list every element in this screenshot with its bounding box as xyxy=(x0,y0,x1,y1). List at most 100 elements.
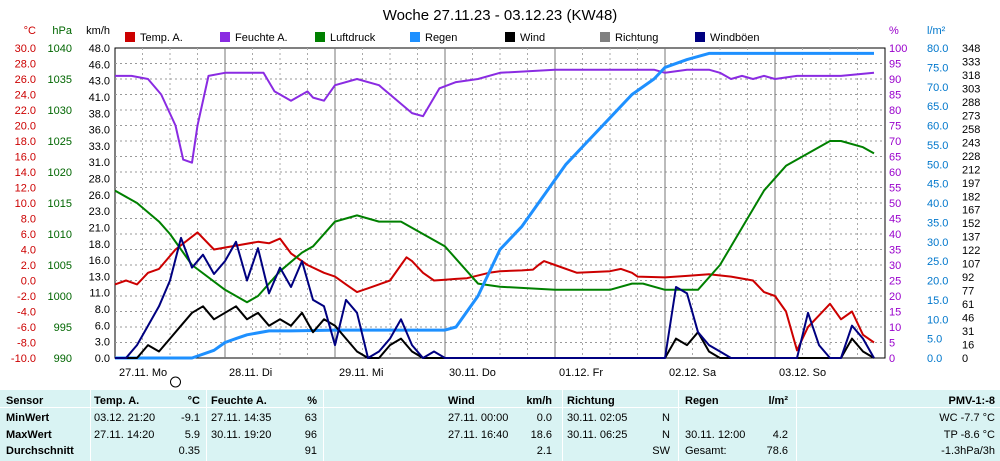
stats-column-divider xyxy=(796,390,797,461)
right-axis-tick: 45 xyxy=(889,214,901,226)
left-axis-tick: 18.0 xyxy=(89,239,110,251)
rain-total-value: 78.6 xyxy=(766,445,788,457)
chart-svg: Woche 27.11.23 - 03.12.23 (KW48) 27.11. M… xyxy=(11,7,980,388)
left-axis-tick: 33.0 xyxy=(89,141,110,153)
legend-swatch xyxy=(600,32,610,42)
time-marker-icon xyxy=(170,376,181,388)
left-axis-tick: 23.0 xyxy=(89,206,110,218)
left-axis-tick: 48.0 xyxy=(89,43,110,55)
right-axis-tick: 167 xyxy=(962,205,980,217)
x-tick-label: 01.12. Fr xyxy=(559,367,603,379)
left-axis-tick: 1035 xyxy=(48,74,72,86)
right-axis-tick: 25 xyxy=(889,276,901,288)
left-axis-tick: 4.0 xyxy=(21,245,36,257)
x-tick-label: 28.11. Di xyxy=(229,367,272,379)
stats-column-divider xyxy=(206,390,207,461)
right-axis-tick: 15 xyxy=(889,307,901,319)
right-axis-tick: 61 xyxy=(962,299,974,311)
humidity-min-value: 63 xyxy=(304,412,317,424)
left-axis-tick: 46.0 xyxy=(89,59,110,71)
left-axis-tick: 41.0 xyxy=(89,92,110,104)
right-axis-tick: 35 xyxy=(889,245,901,257)
temp-header: Temp. A. xyxy=(94,395,140,407)
right-axis-tick: 25.0 xyxy=(927,256,948,268)
legend-swatch xyxy=(695,32,705,42)
right-axis-tick: 65.0 xyxy=(927,101,948,113)
left-axis-tick: 10.0 xyxy=(15,198,36,210)
rain-total-label: Gesamt: xyxy=(685,445,727,457)
left-axis-tick: 16.0 xyxy=(89,255,110,267)
humidity-max-date: 30.11. 19:20 xyxy=(211,429,272,441)
right-axis-tick: 75.0 xyxy=(927,62,948,74)
left-axis-tick: 990 xyxy=(54,353,72,365)
left-axis-tick: 30.0 xyxy=(15,43,36,55)
left-axis-tick: 12.0 xyxy=(15,183,36,195)
left-axis-tick: 14.0 xyxy=(15,167,36,179)
series-line-temp-a- xyxy=(114,231,875,352)
left-axis-tick: 1010 xyxy=(48,229,72,241)
left-axis-tick: 8.0 xyxy=(21,214,36,226)
left-axis-tick: 26.0 xyxy=(89,190,110,202)
right-axis-tick: 65 xyxy=(889,152,901,164)
left-axis-tick: 3.0 xyxy=(95,337,110,349)
legend-swatch xyxy=(125,32,135,42)
x-tick-label: 02.12. Sa xyxy=(669,367,717,379)
legend-label: Temp. A. xyxy=(140,32,183,44)
left-axis-tick: 8.0 xyxy=(95,304,110,316)
humidity-unit: % xyxy=(307,395,317,407)
right-axis-tick: 258 xyxy=(962,124,980,136)
left-axis-tick: 0.0 xyxy=(21,276,36,288)
direction-header: Richtung xyxy=(567,395,615,407)
right-axis-tick: 77 xyxy=(962,286,974,298)
left-axis-tick: 28.0 xyxy=(89,174,110,186)
right-axis-tick: 137 xyxy=(962,232,980,244)
right-axis-tick: 15.0 xyxy=(927,295,948,307)
left-axis-tick: 1040 xyxy=(48,43,72,55)
left-axis-tick: 28.0 xyxy=(15,59,36,71)
right-axis-tick: 80.0 xyxy=(927,43,948,55)
wind-unit: km/h xyxy=(526,395,552,407)
pmv-pressure-trend: -1.3hPa/3h xyxy=(941,445,995,457)
left-axis-tick: 6.0 xyxy=(21,229,36,241)
right-axis-tick: 0.0 xyxy=(927,353,942,365)
series-line-windb-en xyxy=(115,236,875,359)
series-line-feuchte-a- xyxy=(115,68,875,164)
right-axis-tick: 85 xyxy=(889,90,901,102)
legend-label: Windböen xyxy=(710,32,760,44)
right-axis-tick: 5 xyxy=(889,338,895,350)
right-axis-tick: 10 xyxy=(889,322,901,334)
right-axis-tick: 35.0 xyxy=(927,217,948,229)
right-axis-tick: 0 xyxy=(889,353,895,365)
direction-min-value: N xyxy=(662,412,670,424)
right-axis-tick: 16 xyxy=(962,340,974,352)
right-axis-tick: 55.0 xyxy=(927,140,948,152)
right-axis-tick: 228 xyxy=(962,151,980,163)
stats-column-divider xyxy=(678,390,679,461)
right-axis-tick: 95 xyxy=(889,59,901,71)
legend-swatch xyxy=(410,32,420,42)
rain-unit: l/m² xyxy=(768,395,788,407)
rain-max-date: 30.11. 12:00 xyxy=(685,429,746,441)
pmv-header: PMV-1:-8 xyxy=(948,395,995,407)
right-axis-tick: 92 xyxy=(962,272,974,284)
left-axis-tick: 16.0 xyxy=(15,152,36,164)
direction-min-date: 30.11. 02:05 xyxy=(567,412,628,424)
left-axis-tick: 1005 xyxy=(48,260,72,272)
legend-label: Regen xyxy=(425,32,457,44)
stats-column-divider xyxy=(90,390,91,461)
stats-header-divider xyxy=(0,407,1000,408)
right-axis-tick: 75 xyxy=(889,121,901,133)
left-axis-tick: 13.0 xyxy=(89,271,110,283)
left-axis-unit: °C xyxy=(24,25,36,37)
left-axis-tick: 43.0 xyxy=(89,76,110,88)
left-axis-tick: -6.0 xyxy=(17,322,36,334)
row-label-min: MinWert xyxy=(6,412,50,424)
temp-unit: °C xyxy=(187,395,200,407)
stats-column-divider xyxy=(562,390,563,461)
legend-swatch xyxy=(315,32,325,42)
series-line-luftdruck xyxy=(114,140,875,304)
series-line-regen xyxy=(115,51,874,360)
legend-swatch xyxy=(505,32,515,42)
right-axis-tick: 60.0 xyxy=(927,121,948,133)
legend-label: Feuchte A. xyxy=(235,32,288,44)
